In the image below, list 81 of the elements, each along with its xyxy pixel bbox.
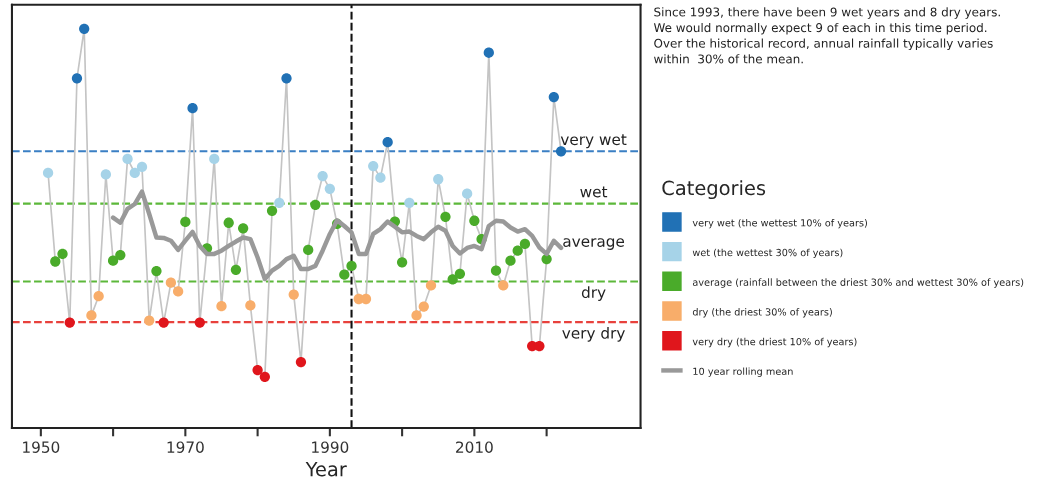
point <box>483 47 494 58</box>
point <box>158 317 169 328</box>
annotation: average <box>563 238 625 250</box>
point <box>274 197 285 208</box>
point <box>50 256 61 267</box>
x-tick-label: 1950 <box>23 441 60 453</box>
point <box>86 310 97 321</box>
point <box>144 315 155 326</box>
point <box>172 286 184 297</box>
point <box>259 371 270 382</box>
point <box>122 153 133 165</box>
point <box>288 289 299 300</box>
point <box>194 317 205 328</box>
point <box>42 167 54 179</box>
point <box>461 188 473 199</box>
point <box>375 172 386 183</box>
point <box>295 356 307 368</box>
ref-line-label: dry <box>581 286 606 302</box>
point <box>324 183 336 194</box>
point <box>396 257 408 268</box>
legend-label: 10 year rolling mean <box>693 367 793 377</box>
point <box>245 300 256 311</box>
point <box>534 340 545 352</box>
point <box>238 223 249 234</box>
x-axis-title: Year <box>305 462 347 477</box>
legend-label: very wet (the wettest 10% of years) <box>692 218 867 229</box>
point <box>303 244 314 256</box>
point <box>433 174 444 185</box>
point <box>64 317 75 328</box>
point <box>187 103 198 114</box>
point <box>216 301 227 312</box>
point <box>418 301 429 312</box>
point <box>107 255 119 266</box>
x-tick-label: 1990 <box>312 441 349 453</box>
point <box>505 255 516 266</box>
point <box>310 199 321 210</box>
point <box>339 269 350 280</box>
point <box>129 167 140 179</box>
legend-title: Categories <box>662 180 766 200</box>
point <box>230 264 242 276</box>
x-tick-label: 2010 <box>456 441 493 453</box>
point <box>512 245 523 256</box>
point <box>209 153 220 165</box>
point <box>180 216 191 228</box>
point <box>317 170 328 182</box>
point <box>411 310 422 321</box>
point <box>447 274 458 285</box>
point <box>548 91 559 103</box>
point <box>165 277 177 288</box>
point <box>440 211 451 222</box>
point <box>252 364 263 376</box>
point <box>136 161 148 173</box>
legend-label: very dry (the driest 10% of years) <box>692 337 857 348</box>
point <box>93 291 104 302</box>
legend-label: wet (the wettest 30% of years) <box>692 248 843 259</box>
point <box>425 280 437 291</box>
point <box>519 238 531 250</box>
point <box>79 23 90 34</box>
x-tick-label: 1970 <box>167 441 204 453</box>
point <box>151 265 162 277</box>
legend-label: dry (the driest 30% of years) <box>692 308 832 318</box>
point <box>454 268 466 280</box>
point <box>498 280 509 291</box>
point <box>469 215 480 226</box>
point <box>404 197 415 208</box>
point <box>71 73 83 84</box>
point <box>223 217 234 228</box>
ref-line-label: very wet <box>560 134 627 149</box>
point <box>490 265 502 276</box>
point <box>57 248 68 260</box>
ref-line-label: wet <box>580 186 608 198</box>
point <box>115 249 126 261</box>
point <box>100 169 112 180</box>
point <box>382 136 393 148</box>
point <box>346 260 357 272</box>
ref-line-label: very dry <box>562 326 625 342</box>
point <box>281 73 292 84</box>
text: Since 1993, there have been 9 wet years and 8 dry years. We would normally expect 9 of each in this time period. Over the historical record, annual rainfall typically varies within 30% of the mean. <box>653 7 1000 64</box>
point <box>368 160 379 172</box>
legend-label: average (rainfall between the driest 30% and wettest 30% of years) <box>692 278 1024 288</box>
point <box>266 205 278 216</box>
